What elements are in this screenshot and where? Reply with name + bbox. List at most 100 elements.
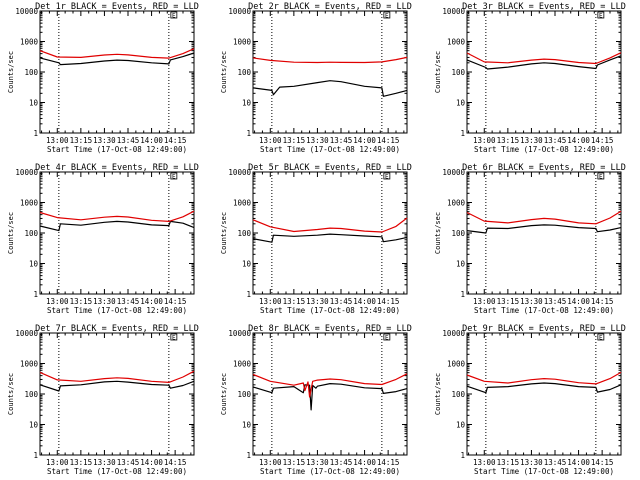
lld-series-line (466, 52, 622, 65)
detector-panel: Det 6r BLACK = Events, RED = LLD 1 10 100 10… (434, 163, 626, 315)
x-tick-label: 14:15 (377, 297, 400, 306)
lld-series-line (466, 371, 622, 385)
panel-title: Det 4r BLACK = Events, RED = LLD (35, 163, 199, 173)
y-axis-label: Counts/sec (434, 373, 442, 415)
y-tick-label: 10000 (15, 329, 38, 338)
x-tick-label: 13:00 (46, 136, 69, 145)
events-series-line (252, 383, 408, 411)
events-series-line (252, 80, 408, 97)
y-tick-label: 1 (460, 129, 465, 138)
panel-title: Det 5r BLACK = Events, RED = LLD (248, 163, 412, 173)
flag-label: E (385, 174, 389, 181)
y-tick-label: 10000 (15, 7, 38, 16)
y-tick-label: 1000 (20, 38, 39, 47)
y-tick-label: 1 (33, 451, 38, 460)
events-series-line (466, 55, 622, 70)
y-tick-label: 100 (237, 390, 251, 399)
y-tick-label: 1000 (447, 38, 466, 47)
y-tick-label: 10 (242, 421, 252, 430)
x-axis-label: Start Time (17-Oct-08 12:49:00) (47, 306, 187, 315)
x-tick-label: 14:00 (567, 136, 590, 145)
x-tick-label: 13:00 (259, 136, 282, 145)
y-tick-label: 100 (451, 229, 465, 238)
x-axis-label: Start Time (17-Oct-08 12:49:00) (260, 306, 400, 315)
y-axis-label: Counts/sec (220, 373, 228, 415)
detector-panel: Det 1r BLACK = Events, RED = LLD 1 10 100 10… (7, 2, 199, 154)
x-axis-label: Start Time (17-Oct-08 12:49:00) (260, 145, 400, 154)
flag-label: E (599, 13, 603, 20)
x-tick-label: 13:30 (520, 136, 543, 145)
x-tick-label: 13:15 (70, 297, 93, 306)
panel-title: Det 7r BLACK = Events, RED = LLD (35, 324, 199, 334)
x-tick-label: 13:30 (306, 297, 329, 306)
plot-frame (466, 10, 622, 134)
y-tick-label: 1000 (233, 360, 252, 369)
x-tick-label: 14:15 (591, 458, 614, 467)
y-tick-label: 1000 (20, 360, 39, 369)
detector-panel: Det 9r BLACK = Events, RED = LLD 1 10 100 10… (434, 324, 626, 476)
flag-label: E (599, 335, 603, 342)
y-tick-label: 100 (24, 68, 38, 77)
y-tick-label: 10 (456, 260, 466, 269)
x-tick-label: 13:15 (283, 297, 306, 306)
panel-title: Det 9r BLACK = Events, RED = LLD (462, 324, 626, 334)
x-tick-label: 13:45 (544, 297, 567, 306)
plot-frame (252, 171, 408, 295)
x-tick-label: 13:15 (497, 297, 520, 306)
flag-label: E (172, 335, 176, 342)
x-tick-label: 13:30 (93, 136, 116, 145)
detector-panel: Det 4r BLACK = Events, RED = LLD 1 10 100 10… (7, 163, 199, 315)
y-tick-label: 10000 (228, 7, 251, 16)
flag-box (597, 11, 605, 19)
plot-frame (39, 10, 195, 134)
x-tick-label: 13:00 (473, 458, 496, 467)
x-tick-label: 13:00 (46, 458, 69, 467)
flag-box (597, 172, 605, 180)
panel-title: Det 3r BLACK = Events, RED = LLD (462, 2, 626, 12)
y-axis-label: Counts/sec (7, 51, 15, 93)
x-tick-label: 13:15 (497, 136, 520, 145)
plot-frame (466, 171, 622, 295)
y-tick-label: 100 (451, 390, 465, 399)
y-tick-label: 1 (33, 290, 38, 299)
y-tick-label: 1 (246, 451, 251, 460)
y-axis-label: Counts/sec (7, 373, 15, 415)
panel-title: Det 2r BLACK = Events, RED = LLD (248, 2, 412, 12)
x-tick-label: 14:00 (567, 458, 590, 467)
y-tick-label: 10 (456, 421, 466, 430)
x-tick-label: 13:00 (473, 136, 496, 145)
y-tick-label: 10 (29, 99, 39, 108)
lld-series-line (252, 56, 408, 64)
events-series-line (39, 220, 195, 232)
flag-label: E (385, 13, 389, 20)
x-tick-label: 13:15 (283, 136, 306, 145)
y-tick-label: 100 (237, 68, 251, 77)
x-tick-label: 14:15 (591, 136, 614, 145)
x-tick-label: 14:15 (377, 136, 400, 145)
y-tick-label: 1000 (233, 38, 252, 47)
x-axis-label: Start Time (17-Oct-08 12:49:00) (47, 145, 187, 154)
y-tick-label: 10 (456, 99, 466, 108)
lld-series-line (466, 210, 622, 225)
flag-box (170, 333, 178, 341)
events-series-line (39, 52, 195, 66)
x-tick-label: 13:45 (330, 458, 353, 467)
events-series-line (252, 233, 408, 243)
x-tick-label: 13:15 (283, 458, 306, 467)
lld-series-line (252, 373, 408, 398)
x-tick-label: 13:45 (117, 297, 140, 306)
x-tick-label: 13:30 (306, 136, 329, 145)
x-axis-label: Start Time (17-Oct-08 12:49:00) (260, 467, 400, 476)
y-tick-label: 1000 (447, 360, 466, 369)
panel-title: Det 8r BLACK = Events, RED = LLD (248, 324, 412, 334)
x-tick-label: 13:45 (544, 458, 567, 467)
y-tick-label: 10 (29, 260, 39, 269)
plot-frame (466, 332, 622, 456)
y-tick-label: 10000 (442, 329, 465, 338)
x-tick-label: 14:00 (140, 136, 163, 145)
lld-series-line (39, 48, 195, 59)
flag-box (597, 333, 605, 341)
x-axis-label: Start Time (17-Oct-08 12:49:00) (47, 467, 187, 476)
flag-box (383, 11, 391, 19)
